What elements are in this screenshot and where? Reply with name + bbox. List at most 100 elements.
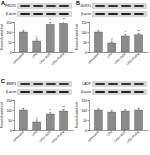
tick-label: 50 <box>83 119 87 123</box>
bar <box>121 36 129 52</box>
tick: 100 <box>81 109 89 113</box>
axis-line <box>15 130 74 131</box>
error-cap <box>22 108 24 109</box>
bar <box>19 32 27 52</box>
tick-label: 150 <box>81 21 87 25</box>
tick: 50 <box>83 41 89 45</box>
bar <box>60 23 68 52</box>
bar <box>94 32 102 52</box>
blot-band <box>121 5 131 7</box>
tick: LPS+Pcdrg <box>126 130 140 144</box>
tick-mark <box>88 22 90 23</box>
tick-label: 50 <box>8 119 12 123</box>
error-cap <box>124 109 126 110</box>
error-cap <box>111 110 113 111</box>
blot-band <box>108 5 118 7</box>
blot-band <box>33 83 43 85</box>
error-line <box>125 110 126 111</box>
tick-label: 100 <box>6 109 12 113</box>
error-bar <box>49 22 51 24</box>
blot-band <box>59 13 69 15</box>
y-axis-title: Percent of control level <box>0 101 4 128</box>
bar <box>46 114 54 130</box>
blot-band <box>134 5 144 7</box>
tick-mark <box>88 52 90 53</box>
bar <box>46 24 54 52</box>
blot-band <box>95 13 105 15</box>
significance-marker: # <box>36 36 38 40</box>
tick: Untreated <box>12 130 25 143</box>
tick-mark <box>88 120 90 121</box>
panel: APRDX1β-actin#***050100150UntreatedLPSLP… <box>0 0 73 66</box>
blot-strip <box>17 3 72 9</box>
significance-marker: ** <box>62 18 65 22</box>
panel: CADPβ-actin050100150UntreatedLPSLPS+AGEL… <box>75 81 148 144</box>
blot-label: GLRX1 <box>80 4 91 8</box>
significance-marker: ** <box>62 106 65 110</box>
tick-mark <box>13 120 15 121</box>
significance-marker: * <box>50 19 52 23</box>
axis-line <box>88 101 90 131</box>
tick-label: LPS <box>106 130 113 137</box>
bar <box>94 110 102 130</box>
y-axis: 050100150 <box>6 21 14 55</box>
tick-label: 0 <box>10 51 12 55</box>
tick: Untreated <box>12 52 25 65</box>
plot-area <box>94 108 142 130</box>
tick-label: Untreated <box>12 52 25 65</box>
error-line <box>138 33 139 34</box>
tick-mark <box>13 110 15 111</box>
axis-line <box>13 23 15 53</box>
x-axis: UntreatedLPSLPS+AGELPS+Pcdrg <box>12 130 73 144</box>
y-axis: 0 50 100 150 <box>81 99 89 133</box>
blot-label: β-actin <box>6 12 16 16</box>
tick-label: 150 <box>6 99 12 103</box>
y-axis: 050100150 <box>81 21 89 55</box>
bar <box>60 111 68 130</box>
y-axis: 050100150 <box>6 99 14 133</box>
tick: LPS+Pcdrg <box>51 130 65 144</box>
bar <box>33 122 41 130</box>
blot-strip <box>92 11 147 17</box>
error-bar <box>124 110 126 111</box>
x-axis: UntreatedLPSLPS+AGELPS+Pcdrg <box>87 130 148 144</box>
error-line <box>50 22 51 24</box>
bar <box>33 41 41 52</box>
tick-label: 0 <box>85 129 87 133</box>
significance-marker: ** <box>137 30 140 34</box>
blot-band <box>134 83 144 85</box>
tick-label: 100 <box>6 31 12 35</box>
error-cap <box>138 108 140 109</box>
axis-line <box>90 52 149 53</box>
bar <box>108 112 116 130</box>
blot-band <box>108 13 118 15</box>
tick-mark <box>88 110 90 111</box>
figure: APRDX1β-actin#***050100150UntreatedLPSLP… <box>0 0 150 155</box>
panel: BGLRX1β-actin#***050100150UntreatedLPSLP… <box>75 0 148 66</box>
panel-label: C <box>1 78 5 84</box>
tick-mark <box>88 32 90 33</box>
blot-band <box>20 5 30 7</box>
blot-band <box>121 83 131 85</box>
tick: 0 <box>10 51 14 55</box>
blot-band <box>33 91 43 93</box>
tick-label: 150 <box>81 99 87 103</box>
error-bar <box>138 108 140 110</box>
plot-area <box>94 31 142 52</box>
error-cap <box>63 22 65 23</box>
tick: 150 <box>6 99 14 103</box>
axis-line <box>88 23 90 53</box>
blot-band <box>46 83 56 85</box>
tick: 100 <box>6 109 14 113</box>
bar <box>108 43 116 52</box>
blot-band <box>33 5 43 7</box>
tick-label: Untreated <box>87 52 100 65</box>
blot-band <box>134 91 144 93</box>
y-axis-title: Percent of control level <box>0 23 4 50</box>
y-axis-title: Percent of control level <box>75 23 79 50</box>
tick-label: LPS <box>31 52 38 59</box>
error-bar <box>138 33 140 34</box>
blot-strip <box>92 3 147 9</box>
blot-band <box>134 13 144 15</box>
blot-label: β-actin <box>81 12 91 16</box>
